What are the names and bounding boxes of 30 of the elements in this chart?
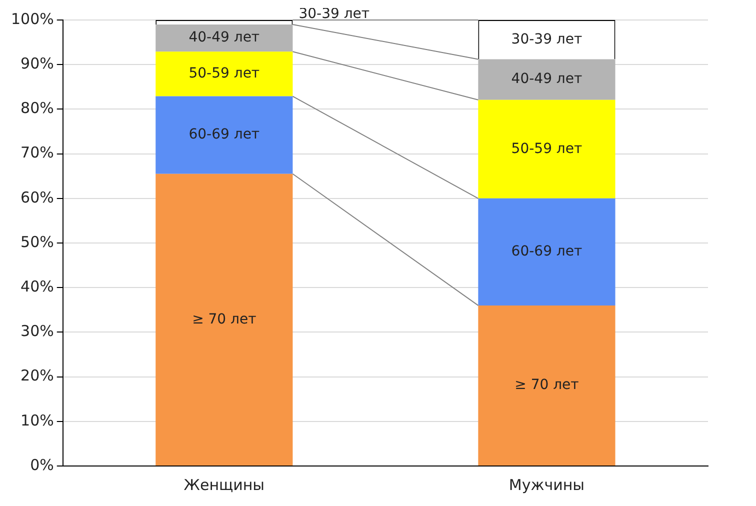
bar <box>478 305 616 466</box>
y-tick-label: 30% <box>20 322 54 340</box>
y-tick-label: 40% <box>20 277 54 296</box>
y-tick-label: 80% <box>20 99 54 118</box>
y-tick-label: 50% <box>20 232 54 251</box>
text: 50-59 лет <box>511 140 582 157</box>
text: 40-49 лет <box>511 71 582 88</box>
bar <box>156 52 293 96</box>
y-tick-label: 60% <box>20 188 54 206</box>
text: 60-69 лет <box>511 244 582 260</box>
bar <box>478 198 616 306</box>
y-tick-label: 20% <box>20 366 54 385</box>
series-label: ≥ 70 лет <box>192 311 256 328</box>
x-tick-label: Женщины <box>184 476 265 494</box>
y-tick-label: 70% <box>20 144 54 162</box>
series-label: 40-49 лет <box>188 30 260 46</box>
bar <box>478 59 616 100</box>
bar <box>156 174 293 466</box>
x-tick-label: Мужчины <box>508 476 585 494</box>
y-tick-label: 90% <box>20 54 54 72</box>
text: 30-39 лет <box>511 31 582 48</box>
y-tick-label: 100% <box>10 10 54 28</box>
y-tick-label: 10% <box>20 411 54 430</box>
series-label: 60-69 лет <box>188 126 260 143</box>
y-tick-label: 0% <box>30 456 54 474</box>
bar <box>156 96 293 174</box>
bar <box>478 100 616 198</box>
bar <box>156 24 293 52</box>
series-label: 50-59 лет <box>188 66 260 82</box>
text: ≥ 70 лет <box>514 377 579 394</box>
